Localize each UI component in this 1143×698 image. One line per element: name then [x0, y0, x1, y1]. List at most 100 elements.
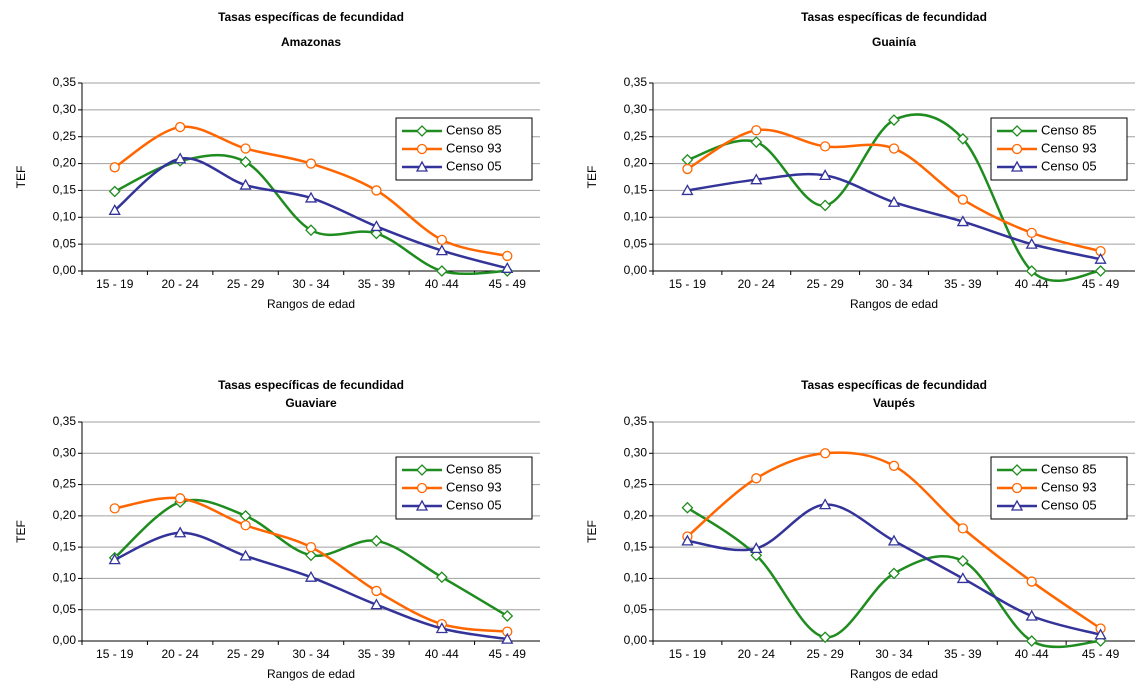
legend-label: Censo 93 — [1041, 479, 1097, 494]
y-tick-label: 0,15 — [53, 183, 77, 197]
point — [174, 493, 186, 504]
x-tick-label: 15 - 19 — [669, 277, 707, 291]
point — [681, 501, 694, 514]
point — [751, 473, 762, 484]
point — [1025, 609, 1038, 621]
point — [1010, 499, 1024, 511]
x-tick-label: 45 - 49 — [1082, 277, 1120, 291]
y-tick-label: 0,30 — [624, 102, 648, 116]
legend-label: Censo 85 — [1041, 461, 1097, 476]
point — [371, 585, 382, 597]
point — [887, 195, 901, 207]
y-tick-label: 0,15 — [624, 183, 648, 197]
point — [681, 184, 694, 196]
point — [682, 163, 693, 175]
point — [305, 549, 317, 562]
point — [956, 215, 969, 227]
legend-label: Censo 85 — [446, 461, 502, 476]
y-tick-label: 0,10 — [624, 571, 648, 585]
legend-label: Censo 05 — [1041, 158, 1097, 173]
y-tick-label: 0,10 — [624, 209, 648, 223]
y-tick-label: 0,35 — [53, 75, 77, 89]
point — [1010, 160, 1024, 172]
point — [1025, 265, 1038, 277]
point — [304, 570, 318, 582]
point — [305, 224, 317, 237]
point — [1026, 576, 1037, 587]
chart-title: Tasas específicas de fecundidad — [801, 378, 987, 392]
point — [888, 460, 900, 471]
chart-subtitle: Amazonas — [281, 35, 341, 49]
point — [435, 622, 448, 634]
point — [240, 520, 251, 531]
point — [415, 499, 429, 511]
point — [305, 158, 317, 169]
y-tick-label: 0,10 — [53, 209, 77, 223]
x-tick-label: 15 - 19 — [96, 647, 134, 661]
chart-title: Tasas específicas de fecundidad — [218, 378, 404, 392]
y-tick-label: 0,35 — [53, 414, 77, 428]
y-tick-label: 0,00 — [53, 633, 77, 647]
x-tick-label: 25 - 29 — [227, 647, 265, 661]
legend-label: Censo 93 — [1041, 140, 1097, 155]
point — [1025, 635, 1038, 647]
y-axis-label: TEF — [14, 166, 28, 189]
y-tick-label: 0,25 — [624, 477, 648, 491]
point — [435, 571, 448, 584]
y-tick-label: 0,00 — [53, 263, 77, 277]
point — [956, 554, 969, 567]
point — [370, 534, 383, 547]
x-axis-label: Rangos de edad — [267, 667, 355, 681]
x-tick-label: 20 - 24 — [738, 647, 776, 661]
point — [957, 194, 969, 205]
point — [888, 114, 900, 126]
x-tick-label: 45 - 49 — [489, 277, 527, 291]
legend-label: Censo 05 — [446, 158, 502, 173]
legend-label: Censo 93 — [446, 140, 502, 155]
y-tick-label: 0,10 — [53, 571, 77, 585]
point — [415, 160, 429, 172]
point — [109, 162, 120, 173]
y-tick-label: 0,25 — [53, 129, 77, 143]
x-axis-label: Rangos de edad — [850, 667, 938, 681]
y-axis-label: TEF — [585, 520, 599, 543]
point — [819, 199, 832, 212]
point — [416, 482, 428, 494]
x-tick-label: 30 - 34 — [875, 647, 913, 661]
x-tick-label: 35 - 39 — [358, 277, 396, 291]
point — [371, 185, 382, 196]
point — [956, 572, 969, 584]
y-tick-label: 0,05 — [53, 236, 77, 250]
y-tick-label: 0,30 — [53, 102, 77, 116]
point — [501, 632, 514, 644]
point — [239, 178, 252, 190]
point — [1094, 628, 1107, 640]
y-tick-label: 0,15 — [624, 539, 648, 553]
x-tick-label: 45 - 49 — [1082, 647, 1120, 661]
chart-subtitle: Guaviare — [285, 396, 337, 410]
x-tick-label: 15 - 19 — [96, 277, 134, 291]
legend-label: Censo 05 — [446, 497, 502, 512]
chart-title: Tasas específicas de fecundidad — [218, 10, 404, 24]
point — [370, 220, 383, 232]
point — [239, 509, 252, 522]
chart-subtitle: Guainía — [872, 35, 916, 49]
point — [750, 136, 763, 149]
point — [501, 261, 514, 273]
y-tick-label: 0,30 — [53, 445, 77, 459]
y-axis-label: TEF — [14, 520, 28, 543]
point — [887, 534, 901, 546]
point — [174, 152, 187, 164]
x-tick-label: 40 -44 — [425, 277, 459, 291]
x-tick-label: 30 - 34 — [875, 277, 913, 291]
point — [956, 132, 969, 145]
point — [681, 534, 694, 546]
legend-label: Censo 85 — [446, 122, 502, 137]
x-axis-label: Rangos de edad — [267, 297, 355, 311]
point — [819, 631, 832, 644]
y-tick-label: 0,35 — [624, 414, 648, 428]
y-tick-label: 0,20 — [624, 508, 648, 522]
point — [305, 541, 317, 553]
point — [1026, 227, 1037, 239]
